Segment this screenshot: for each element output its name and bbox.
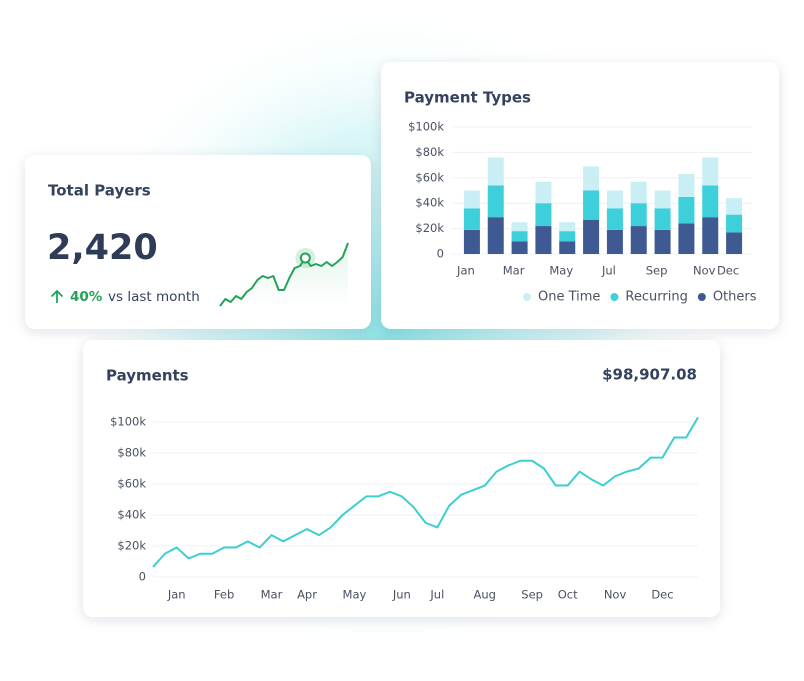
bar-segment: [726, 214, 743, 233]
bar-segment: [702, 157, 719, 186]
bar-segment: [630, 181, 647, 204]
card: [83, 340, 720, 617]
bar-segment: [583, 219, 600, 254]
bar-segment: [630, 203, 647, 227]
y-tick-label: $20k: [117, 539, 146, 553]
x-tick-label: Apr: [297, 588, 317, 602]
card: [25, 155, 371, 329]
bar-segment: [463, 229, 480, 254]
card: [381, 62, 779, 329]
sparkline: [219, 242, 349, 307]
legend-label: Recurring: [625, 290, 687, 305]
bar-segment: [559, 241, 576, 254]
card-title: Total Payers: [48, 182, 151, 200]
y-tick-label: $80k: [117, 446, 146, 460]
total-amount: $98,907.08: [602, 366, 697, 384]
x-tick-label: Jan: [167, 588, 186, 602]
x-tick-label: Dec: [651, 588, 673, 602]
bar-segment: [654, 229, 671, 254]
x-tick-label: May: [343, 588, 367, 602]
bar-segment: [487, 185, 504, 218]
bar-segment: [678, 173, 695, 197]
up-arrow: [50, 289, 64, 303]
bar-segment: [654, 208, 671, 230]
bar-segment: [606, 208, 623, 230]
bar-segment: [511, 231, 528, 242]
sparkline-area: [220, 243, 348, 306]
bar-segment: [559, 231, 576, 242]
x-tick-label: Aug: [474, 588, 496, 602]
x-tick-label: Nov: [693, 264, 716, 278]
bar-segment: [463, 190, 480, 209]
x-tick-label: Jul: [601, 264, 616, 278]
y-tick-label: $60k: [117, 477, 146, 491]
bar-segment: [511, 222, 528, 232]
card-title: Payments: [106, 367, 189, 385]
y-tick-label: $100k: [408, 120, 444, 134]
card-title: Payment Types: [404, 89, 531, 107]
bar-segment: [535, 226, 552, 254]
bar-segment: [487, 157, 504, 186]
x-tick-label: Jul: [429, 588, 444, 602]
change-value: 40%: [70, 289, 103, 305]
bar-segment: [559, 222, 576, 232]
y-tick-label: 0: [437, 247, 444, 261]
bar-segment: [702, 217, 719, 254]
highlight-point: [299, 252, 311, 264]
y-tick-label: $100k: [110, 415, 146, 429]
y-tick-label: $60k: [415, 170, 444, 184]
y-tick-label: 0: [139, 570, 146, 584]
bar-segment: [606, 229, 623, 254]
change-note: vs last month: [108, 289, 200, 305]
x-tick-label: Sep: [521, 588, 543, 602]
x-tick-label: Mar: [261, 588, 283, 602]
kpi-value: 2,420: [47, 228, 158, 268]
bar-segment: [654, 190, 671, 209]
x-tick-label: Mar: [503, 264, 525, 278]
bar-segment: [726, 198, 743, 215]
x-tick-label: Jun: [392, 588, 411, 602]
y-tick-label: $40k: [415, 196, 444, 210]
y-tick-label: $40k: [117, 508, 146, 522]
x-tick-label: Sep: [646, 264, 668, 278]
bar-segment: [678, 196, 695, 224]
x-tick-label: Oct: [558, 588, 578, 602]
legend-label: Others: [713, 290, 757, 305]
legend-marker: [697, 293, 706, 301]
legend-label: One Time: [538, 290, 600, 305]
bar-segment: [463, 208, 480, 230]
x-tick-label: Feb: [214, 588, 234, 602]
line: [152, 416, 699, 568]
bar-segment: [511, 241, 528, 254]
x-tick-label: Jan: [456, 264, 475, 278]
bar-segment: [702, 185, 719, 218]
legend-marker: [523, 293, 531, 301]
bar-segment: [487, 217, 504, 254]
bar-segment: [535, 181, 552, 204]
y-tick-label: $80k: [415, 145, 444, 159]
x-tick-label: May: [549, 264, 573, 278]
bar-segment: [606, 190, 623, 209]
y-tick-label: $20k: [415, 221, 444, 235]
bar-segment: [678, 223, 695, 254]
x-tick-label: Dec: [717, 264, 739, 278]
legend-marker: [610, 293, 619, 301]
x-tick-label: Nov: [604, 588, 627, 602]
bar-segment: [583, 166, 600, 191]
bar-segment: [583, 190, 600, 220]
bar-segment: [535, 203, 552, 227]
bar-segment: [726, 232, 743, 254]
bar-segment: [630, 226, 647, 254]
